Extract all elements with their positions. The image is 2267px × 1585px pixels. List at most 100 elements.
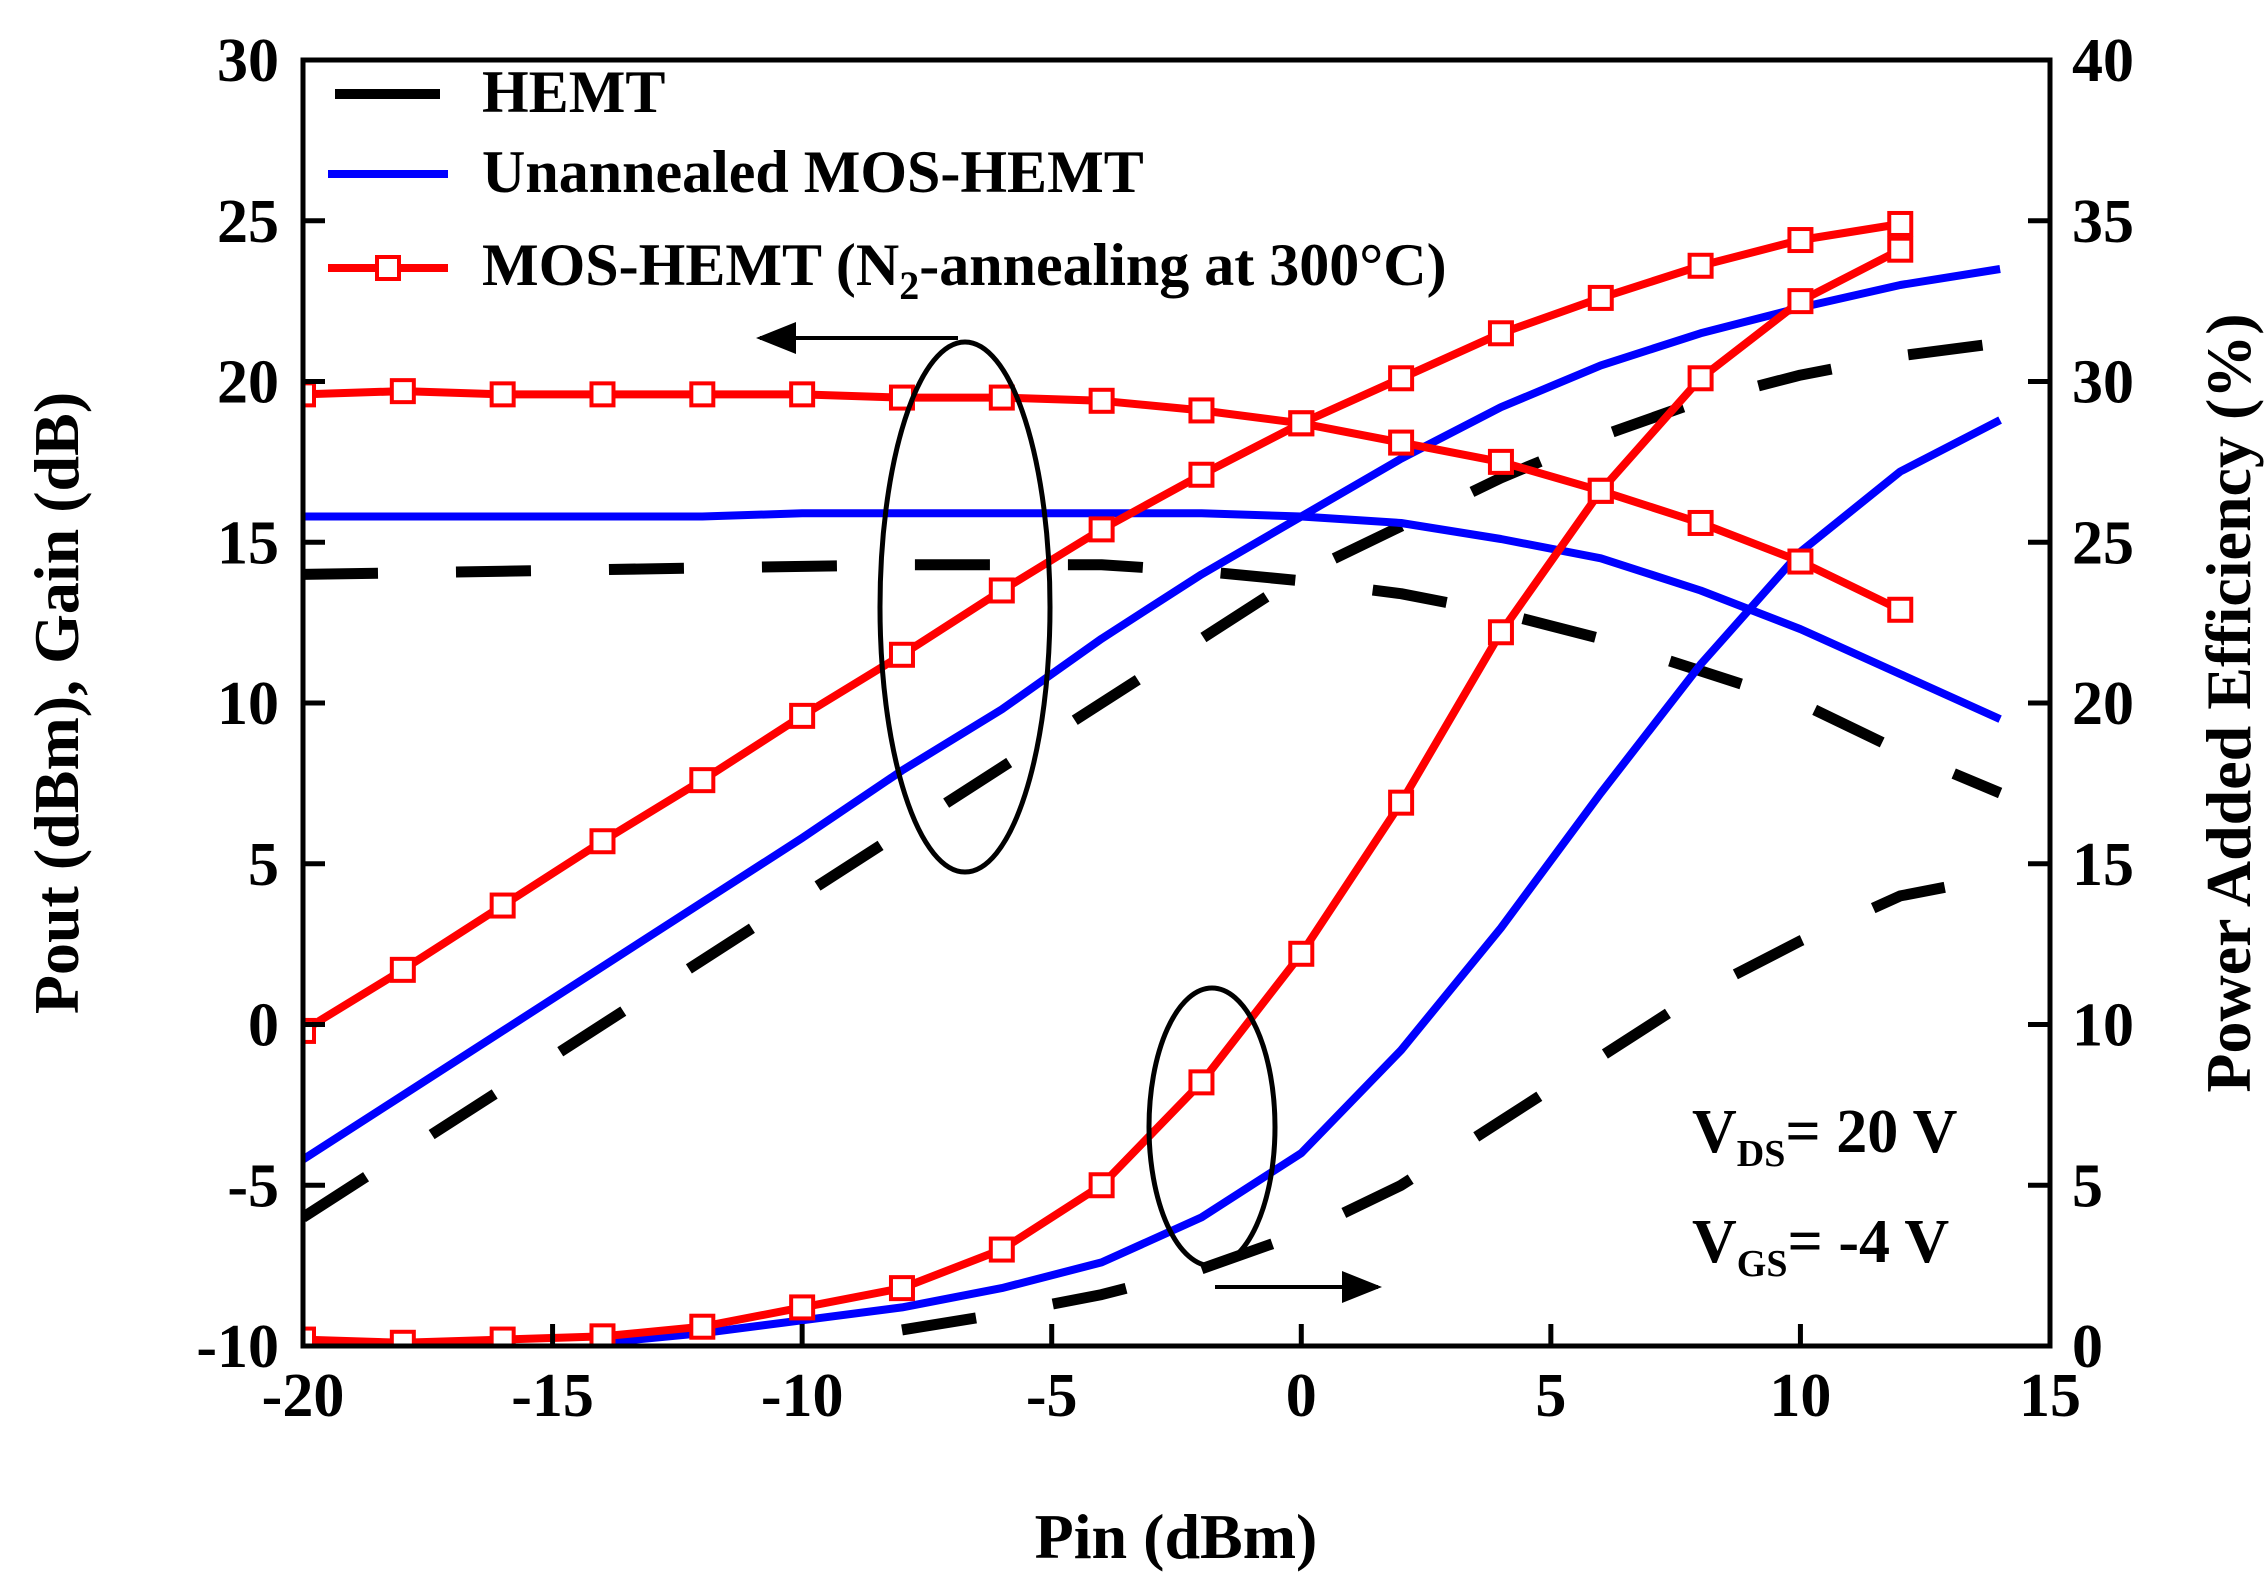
- upper-curves-ellipse: [877, 339, 1053, 875]
- y-right-tick-label: 15: [2072, 831, 2134, 899]
- data-point-n2-annealed-mos-hemt-pae: [1787, 288, 1814, 315]
- data-point-n2-annealed-mos-hemt-gain: [303, 381, 316, 408]
- x-tick-label: 10: [1769, 1362, 1831, 1430]
- data-point-n2-annealed-mos-hemt-pout: [1887, 210, 1914, 237]
- x-axis-title: Pin (dBm): [1035, 1501, 1318, 1572]
- x-tick-label: -5: [1026, 1362, 1078, 1430]
- data-point-n2-annealed-mos-hemt-gain: [1188, 397, 1215, 424]
- data-point-n2-annealed-mos-hemt-pout: [1587, 284, 1614, 311]
- data-point-n2-annealed-mos-hemt-pae: [589, 1323, 616, 1346]
- y-right-tick-label: 0: [2072, 1313, 2103, 1381]
- legend-label-unannealed: Unannealed MOS-HEMT: [482, 139, 1144, 205]
- data-point-n2-annealed-mos-hemt-pae: [888, 1275, 915, 1302]
- data-point-n2-annealed-mos-hemt-gain: [1887, 596, 1914, 623]
- vgs-value: = -4 V: [1787, 1208, 1949, 1276]
- legend-marker-annealed: [375, 255, 401, 281]
- data-point-n2-annealed-mos-hemt-pae: [1388, 789, 1415, 816]
- y-left-tick-label: 15: [217, 509, 279, 577]
- lower-curves-ellipse: [1146, 985, 1278, 1269]
- y-left-tick-label: 10: [217, 670, 279, 738]
- legend-label-annealed-tail: -annealing at 300°C): [919, 232, 1446, 298]
- data-point-n2-annealed-mos-hemt-gain: [1687, 509, 1714, 536]
- data-point-n2-annealed-mos-hemt-pae: [489, 1326, 516, 1346]
- y-right-tick-label: 20: [2072, 670, 2134, 738]
- data-point-n2-annealed-mos-hemt-pae: [1687, 365, 1714, 392]
- vgs-v: V: [1692, 1208, 1737, 1276]
- data-point-n2-annealed-mos-hemt-pout: [1088, 516, 1115, 543]
- data-point-n2-annealed-mos-hemt-gain: [489, 381, 516, 408]
- y-right-tick-label: 30: [2072, 349, 2134, 417]
- data-point-n2-annealed-mos-hemt-pae: [303, 1326, 316, 1346]
- y-left-tick-label: 25: [217, 188, 279, 256]
- data-point-n2-annealed-mos-hemt-gain: [1388, 429, 1415, 456]
- data-point-n2-annealed-mos-hemt-pae: [1188, 1069, 1215, 1096]
- y-left-tick-label: -5: [227, 1152, 279, 1220]
- y-axis-title-right: Power Added Efficiency (%): [2193, 313, 2264, 1092]
- vds-v: V: [1692, 1098, 1737, 1166]
- vgs-annotation: VGS= -4 V: [1692, 1208, 1949, 1285]
- data-point-n2-annealed-mos-hemt-pout: [1188, 461, 1215, 488]
- vds-annotation: VDS= 20 V: [1692, 1098, 1958, 1175]
- legend-label-annealed: MOS-HEMT (N2-annealing at 300°C): [482, 232, 1447, 308]
- data-point-n2-annealed-mos-hemt-pout: [789, 702, 816, 729]
- tick-layer: -20 -15 -10 -5 0 5 10 15 -10 -5 0 5 10 15 20 25 30 0 5 10 15…: [196, 27, 2134, 1430]
- data-point-n2-annealed-mos-hemt-gain: [689, 381, 716, 408]
- data-point-n2-annealed-mos-hemt-pout: [1787, 227, 1814, 254]
- series-layer: [303, 210, 2003, 1346]
- data-point-n2-annealed-mos-hemt-gain: [1288, 410, 1315, 437]
- data-point-n2-annealed-mos-hemt-gain: [988, 384, 1015, 411]
- x-tick-label: 0: [1286, 1362, 1317, 1430]
- y-left-tick-label: 20: [217, 349, 279, 417]
- data-point-n2-annealed-mos-hemt-pae: [988, 1236, 1015, 1263]
- y-right-tick-label: 40: [2072, 27, 2134, 95]
- data-point-n2-annealed-mos-hemt-pae: [689, 1313, 716, 1340]
- data-point-n2-annealed-mos-hemt-pout: [489, 892, 516, 919]
- data-point-n2-annealed-mos-hemt-pout: [589, 828, 616, 855]
- y-left-tick-label: -10: [196, 1313, 279, 1381]
- data-point-n2-annealed-mos-hemt-pae: [789, 1294, 816, 1321]
- data-point-n2-annealed-mos-hemt-pae: [1487, 619, 1514, 646]
- x-tick-label: -20: [262, 1362, 345, 1430]
- series-line-unannealed-mos-hemt-pout: [303, 265, 2001, 1163]
- data-point-n2-annealed-mos-hemt-gain: [1487, 448, 1514, 475]
- y-right-tick-label: 5: [2072, 1152, 2103, 1220]
- x-tick-label: 5: [1535, 1362, 1566, 1430]
- y-left-tick-label: 30: [217, 27, 279, 95]
- data-point-n2-annealed-mos-hemt-pae: [389, 1329, 416, 1346]
- legend-label-hemt: HEMT: [482, 59, 665, 125]
- data-point-n2-annealed-mos-hemt-pout: [303, 1017, 316, 1044]
- y-axis-title-left: Pout (dBm), Gain (dB): [21, 392, 92, 1014]
- data-point-n2-annealed-mos-hemt-gain: [589, 381, 616, 408]
- data-point-n2-annealed-mos-hemt-gain: [389, 378, 416, 405]
- legend-label-annealed-main: MOS-HEMT (N: [482, 232, 899, 298]
- data-point-n2-annealed-mos-hemt-pout: [888, 641, 915, 668]
- data-point-n2-annealed-mos-hemt-pae: [1587, 477, 1614, 504]
- vds-sub: DS: [1737, 1133, 1786, 1175]
- x-tick-label: 15: [2019, 1362, 2081, 1430]
- y-left-tick-label: 5: [248, 831, 279, 899]
- vds-value: = 20 V: [1785, 1098, 1957, 1166]
- series-line-unannealed-mos-hemt-gain: [303, 509, 2002, 723]
- y-right-tick-label: 10: [2072, 992, 2134, 1060]
- series-line-unannealed-mos-hemt-pae: [602, 416, 2002, 1346]
- x-tick-label: -10: [761, 1362, 844, 1430]
- data-point-n2-annealed-mos-hemt-pout: [689, 767, 716, 794]
- data-point-n2-annealed-mos-hemt-pout: [988, 577, 1015, 604]
- series-line-hemt-pout: [303, 337, 2001, 1223]
- data-point-n2-annealed-mos-hemt-pout: [1687, 252, 1714, 279]
- data-point-n2-annealed-mos-hemt-pout: [1487, 320, 1514, 347]
- data-point-n2-annealed-mos-hemt-pout: [389, 956, 416, 983]
- legend-label-annealed-sub: 2: [899, 263, 919, 308]
- data-point-n2-annealed-mos-hemt-pae: [1088, 1172, 1115, 1199]
- data-point-n2-annealed-mos-hemt-pae: [1887, 236, 1914, 263]
- data-point-n2-annealed-mos-hemt-pae: [1288, 940, 1315, 967]
- data-point-n2-annealed-mos-hemt-gain: [1787, 548, 1814, 575]
- series-line-hemt-gain: [303, 559, 2003, 799]
- x-tick-label: -15: [511, 1362, 594, 1430]
- data-point-n2-annealed-mos-hemt-gain: [1088, 387, 1115, 414]
- data-point-n2-annealed-mos-hemt-pout: [1388, 365, 1415, 392]
- y-right-tick-label: 35: [2072, 188, 2134, 256]
- y-left-tick-label: 0: [248, 992, 279, 1060]
- data-point-n2-annealed-mos-hemt-gain: [789, 381, 816, 408]
